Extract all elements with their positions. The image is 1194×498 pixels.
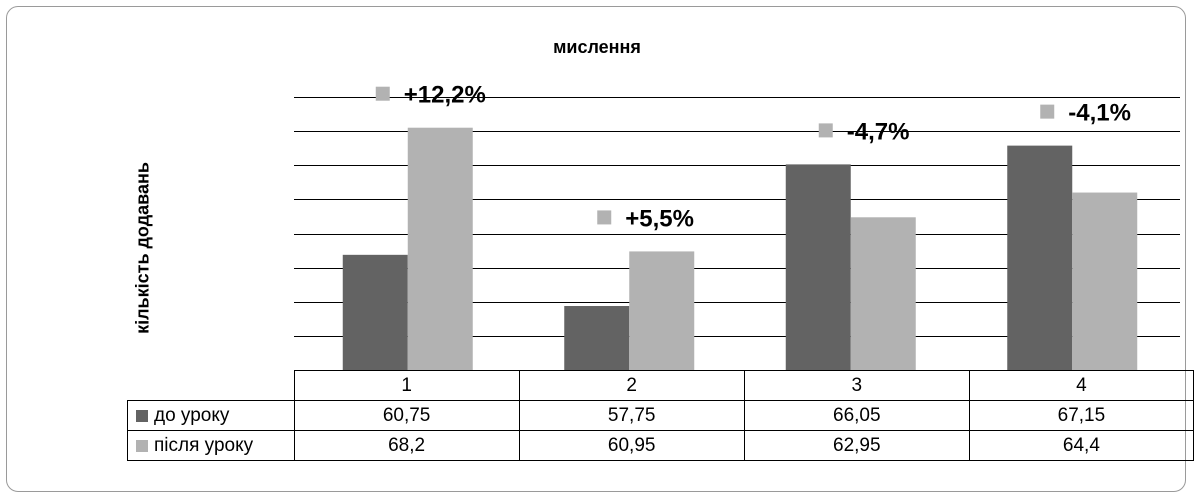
legend-label: до уроку: [154, 404, 230, 426]
legend-entry: до уроку: [127, 400, 295, 431]
table-row: до уроку 60,75 57,75 66,05 67,15: [127, 400, 1194, 431]
annotation-marker: [375, 86, 390, 101]
table-header-row: 1 2 3 4: [127, 370, 1194, 401]
data-cell: 67,15: [968, 400, 1194, 431]
annotation-marker: [597, 210, 612, 225]
bar-before: [785, 164, 851, 370]
data-cell: 57,75: [518, 400, 745, 431]
bar-before: [342, 254, 408, 370]
category-label: 4: [968, 370, 1194, 401]
data-cell: 60,95: [518, 430, 745, 461]
data-cell: 62,95: [743, 430, 970, 461]
legend-label: після уроку: [154, 434, 254, 456]
chart-title: мислення: [553, 37, 641, 57]
bar-after: [850, 217, 916, 370]
annotation-marker: [818, 123, 833, 138]
bar-before: [564, 306, 630, 370]
data-cell: 64,4: [968, 430, 1194, 461]
annotation-marker: [1040, 104, 1055, 119]
legend-swatch: [136, 439, 148, 452]
data-table: 1 2 3 4 до уроку 60,75 57,75 66,05 67,15…: [127, 370, 1194, 461]
data-cell: 66,05: [743, 400, 970, 431]
data-cell: 60,75: [293, 400, 520, 431]
legend-entry: після уроку: [127, 430, 295, 461]
data-cell: 68,2: [293, 430, 520, 461]
annotation-label: -4,7%: [847, 118, 910, 145]
category-label: 1: [293, 370, 520, 401]
bar-after: [1072, 192, 1138, 370]
annotation-label: -4,1%: [1068, 100, 1131, 127]
category-label: 2: [518, 370, 745, 401]
table-corner-cell: [127, 370, 295, 401]
annotation-label: +12,2%: [404, 82, 486, 109]
annotation-label: +5,5%: [625, 205, 694, 232]
legend-swatch: [136, 409, 148, 422]
bar-before: [1007, 145, 1073, 370]
bar-after: [407, 127, 473, 371]
category-label: 3: [743, 370, 970, 401]
bar-after: [629, 251, 695, 370]
table-row: після уроку 68,2 60,95 62,95 64,4: [127, 430, 1194, 461]
